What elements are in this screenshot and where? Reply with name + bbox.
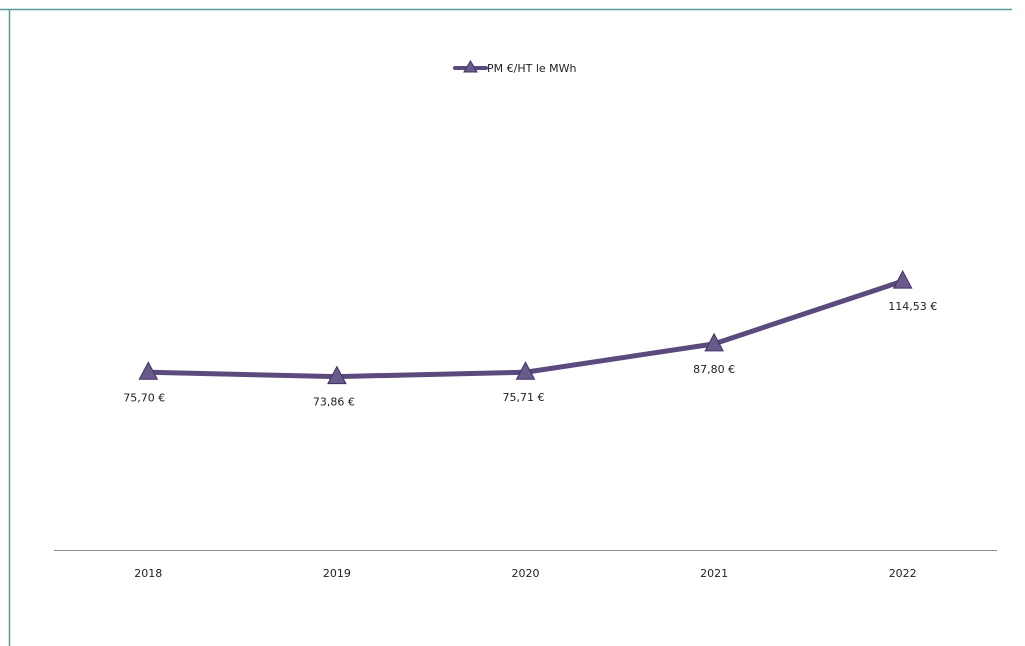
x-tick-label-2018: 2018 [134, 567, 162, 580]
data-label-2020: 75,71 € [503, 391, 545, 404]
data-point-marker-2019 [327, 365, 347, 385]
legend-triangle-marker [463, 60, 478, 73]
data-point-marker-2018 [138, 361, 159, 380]
data-point-marker-2021 [704, 332, 724, 352]
x-tick-label-2019: 2019 [323, 567, 351, 580]
data-point-marker-2022 [892, 270, 913, 289]
data-label-2018: 75,70 € [123, 391, 165, 404]
chart-legend: PM €/HT le MWh [453, 60, 577, 75]
data-point-marker-2020 [515, 361, 536, 380]
data-labels: 75,70 € 73,86 € 75,71 € 87,80 € 114,53 € [123, 300, 937, 408]
data-label-2022: 114,53 € [888, 300, 937, 313]
data-label-2019: 73,86 € [313, 396, 355, 409]
x-axis-tick-labels: 2018 2019 2020 2021 2022 [134, 567, 916, 580]
series-markers [138, 270, 913, 385]
data-label-2021: 87,80 € [693, 363, 735, 376]
legend-label: PM €/HT le MWh [487, 62, 577, 75]
x-tick-label-2021: 2021 [700, 567, 728, 580]
x-tick-label-2020: 2020 [512, 567, 540, 580]
x-tick-label-2022: 2022 [889, 567, 917, 580]
